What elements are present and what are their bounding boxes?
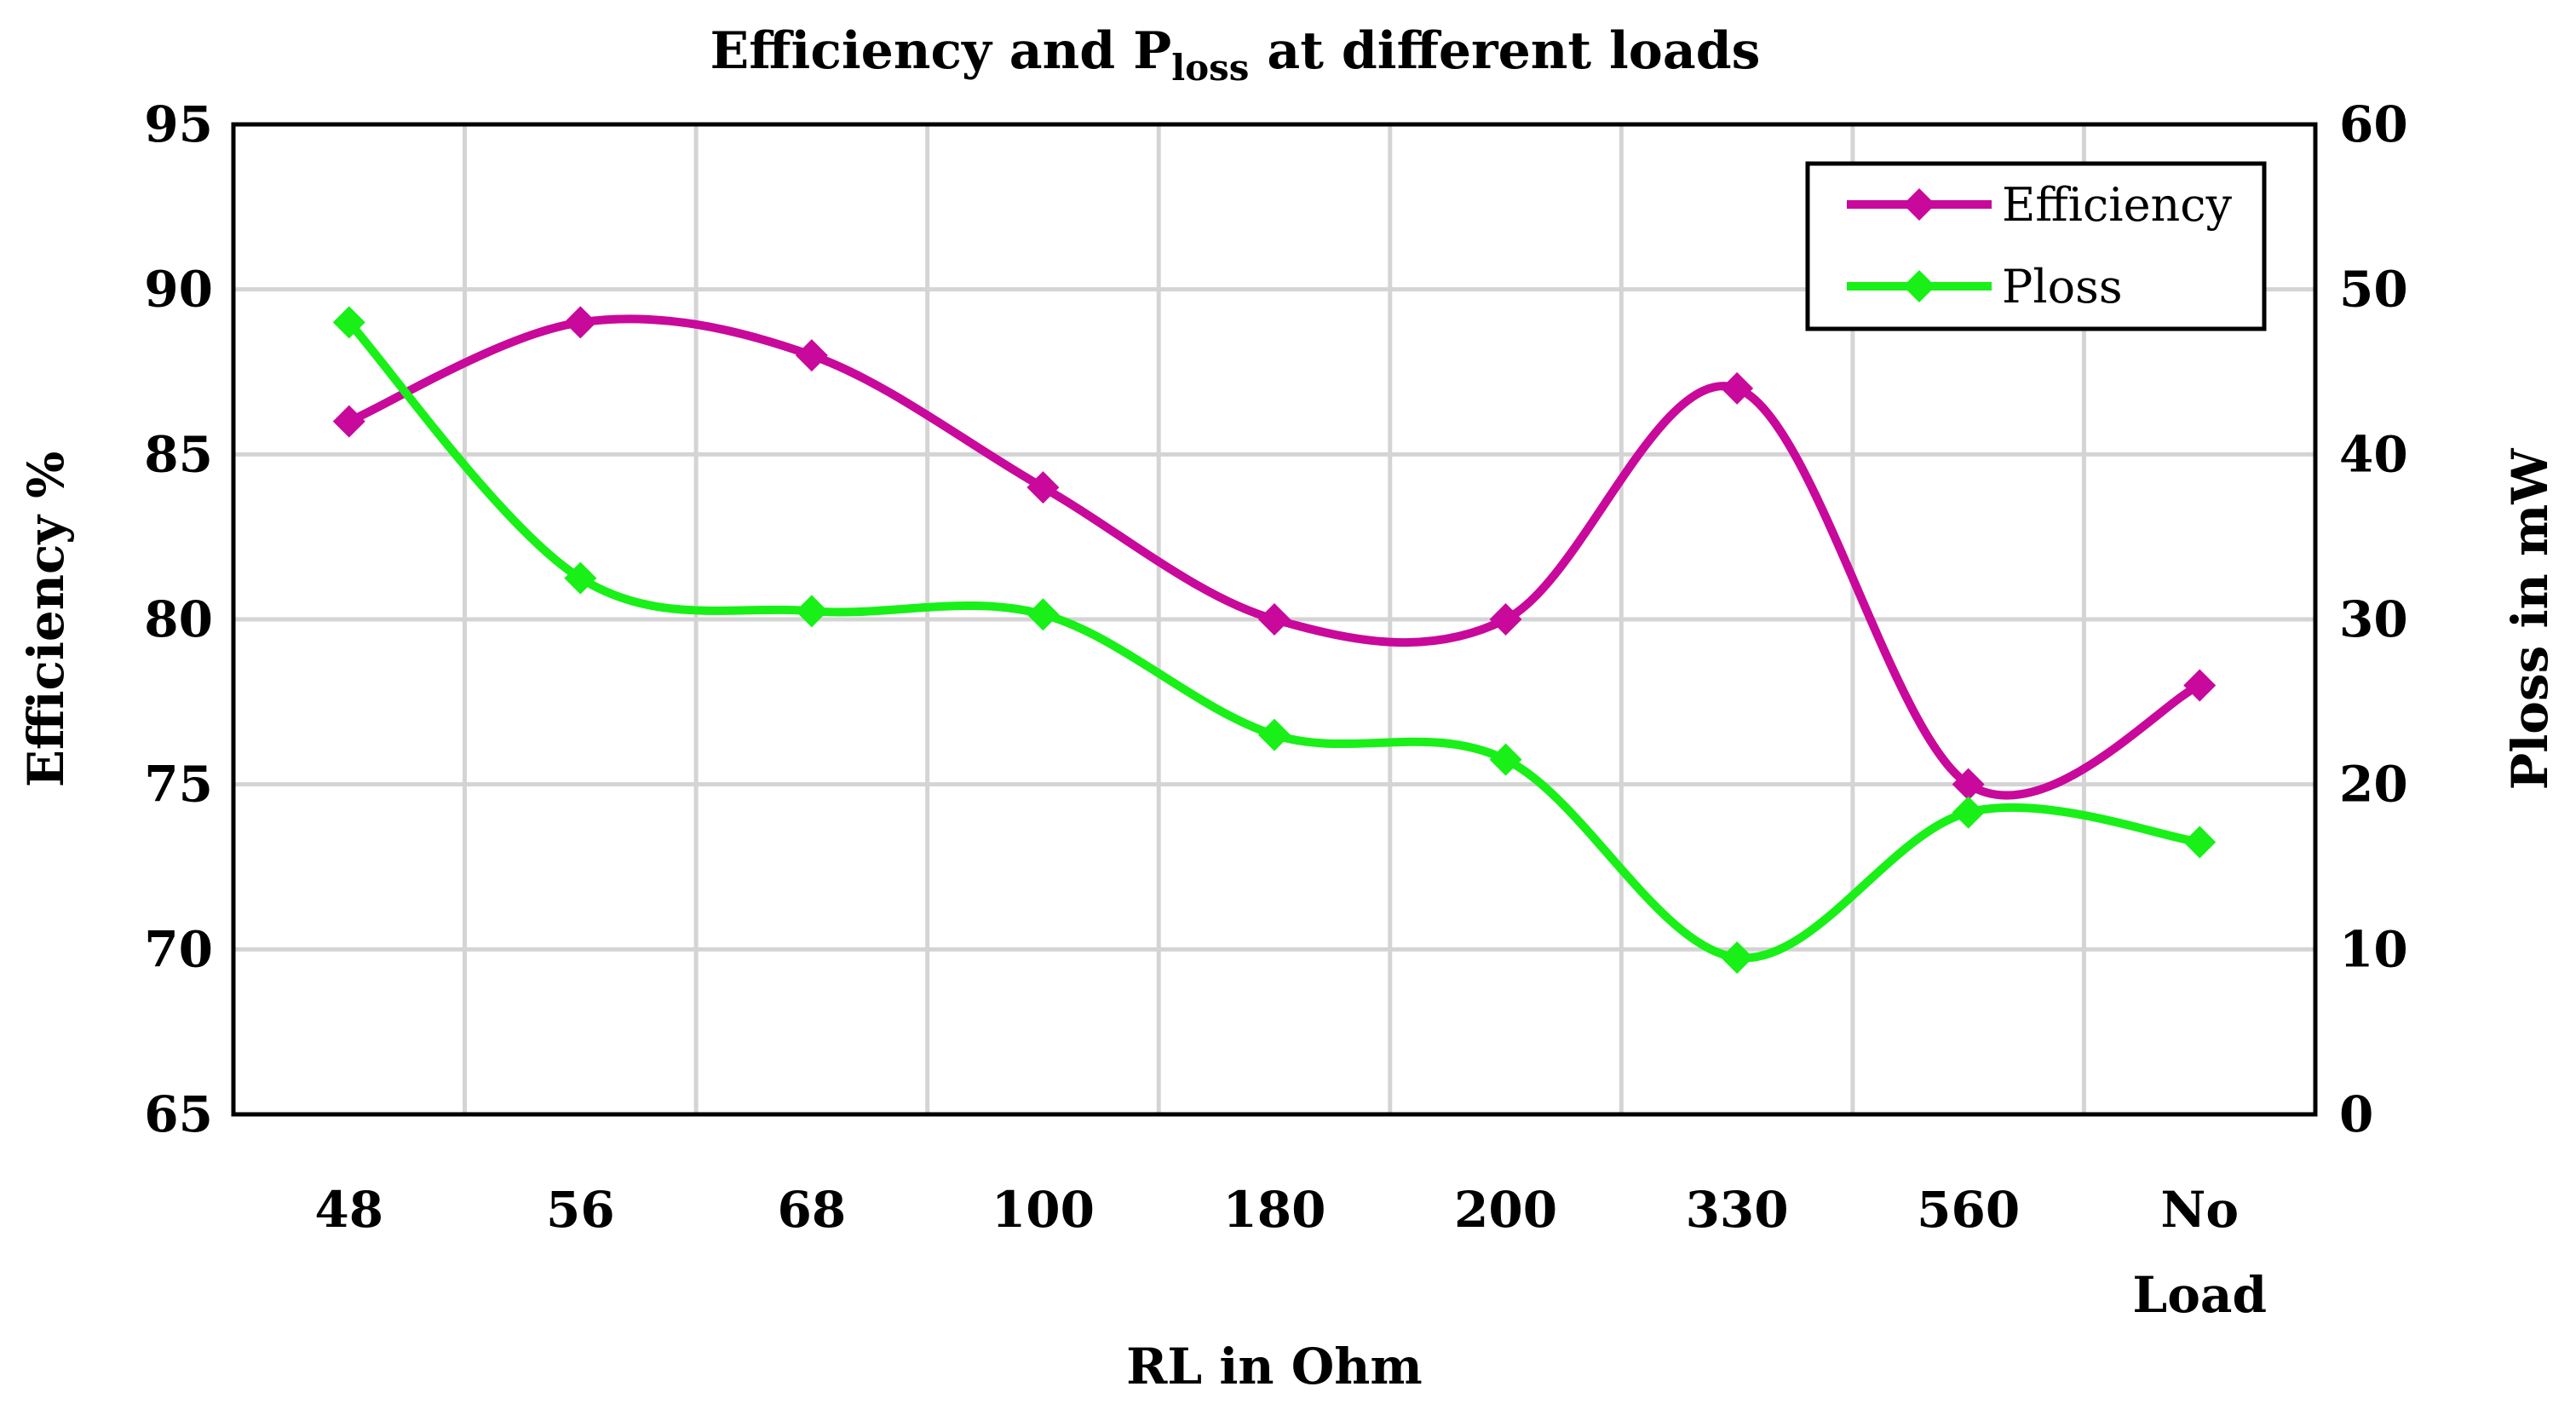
legend-ploss-marker <box>1903 270 1935 302</box>
y-left-tick-label: 75 <box>144 756 213 814</box>
series <box>332 306 2217 975</box>
efficiency-point <box>1952 768 1985 801</box>
x-tick-label: 68 <box>778 1181 847 1239</box>
y-right-tick-label: 50 <box>2339 261 2408 319</box>
x-axis-title: RL in Ohm <box>1126 1338 1423 1395</box>
plot-area-border <box>231 122 2318 1117</box>
y-left-tick-label: 70 <box>144 920 213 978</box>
ploss-point <box>1258 718 1291 751</box>
y-left-tick-label: 95 <box>144 95 213 153</box>
ploss-point <box>1721 941 1754 975</box>
efficiency-line <box>344 314 2205 800</box>
y-left-tick-label: 65 <box>144 1085 213 1143</box>
efficiency-point <box>795 339 828 372</box>
y-right-tick-label: 40 <box>2339 425 2408 483</box>
x-tick-label: 56 <box>546 1181 615 1239</box>
y-axis-right-title: Ploss in mW <box>2501 448 2559 791</box>
y-right-tick-label: 30 <box>2339 590 2408 648</box>
ploss-point <box>795 595 828 628</box>
y-right-tick-label: 60 <box>2339 95 2408 153</box>
x-tick-label: 330 <box>1686 1181 1789 1239</box>
efficiency-point <box>1489 603 1522 636</box>
ploss-point <box>1952 796 1985 829</box>
chart-title: Efficiency and Ploss at different loads <box>710 21 1761 89</box>
y-left-tick-label: 85 <box>144 425 213 483</box>
efficiency-point <box>564 306 597 339</box>
series-efficiency <box>332 306 2217 801</box>
ploss-point <box>1489 743 1522 776</box>
x-tick-label: 180 <box>1222 1181 1325 1239</box>
x-tick-label: 48 <box>314 1181 383 1239</box>
x-tick-label: 560 <box>1917 1181 2020 1239</box>
x-tick-label: 200 <box>1454 1181 1557 1239</box>
legend-box <box>1805 161 2267 331</box>
y-right-tick-label: 10 <box>2339 920 2408 978</box>
right-axis-ticks: 0 10 20 30 40 50 60 <box>2339 95 2408 1143</box>
efficiency-point <box>1026 471 1060 504</box>
x-tick-label: 100 <box>992 1181 1095 1239</box>
y-left-tick-label: 80 <box>144 590 213 648</box>
series-ploss <box>332 306 2217 975</box>
ploss-line <box>344 318 2205 963</box>
efficiency-point <box>1258 603 1291 636</box>
y-axis-left-title: Efficiency % <box>17 452 75 788</box>
ploss-point <box>1026 598 1060 631</box>
x-tick-label: Load <box>2132 1266 2267 1324</box>
ploss-point <box>564 561 597 595</box>
legend: Efficiency Ploss <box>1805 161 2267 331</box>
legend-ploss-label: Ploss <box>2002 260 2123 314</box>
y-left-tick-label: 90 <box>144 261 213 319</box>
efficiency-point <box>332 405 365 438</box>
x-axis-ticks: 48 56 68 100 180 200 330 560 No Load <box>314 1181 2267 1324</box>
legend-efficiency-marker <box>1903 188 1935 221</box>
ploss-point <box>2183 826 2217 859</box>
left-axis-ticks: 65 70 75 80 85 90 95 <box>144 95 213 1143</box>
x-tick-label: No <box>2160 1181 2239 1239</box>
efficiency-point <box>1721 371 1754 405</box>
y-right-tick-label: 0 <box>2339 1085 2373 1143</box>
ploss-point <box>332 306 365 339</box>
y-right-tick-label: 20 <box>2339 756 2408 814</box>
efficiency-point <box>2183 669 2217 702</box>
chart-title-subscript: loss <box>1171 47 1249 89</box>
legend-efficiency-label: Efficiency <box>2002 178 2233 232</box>
